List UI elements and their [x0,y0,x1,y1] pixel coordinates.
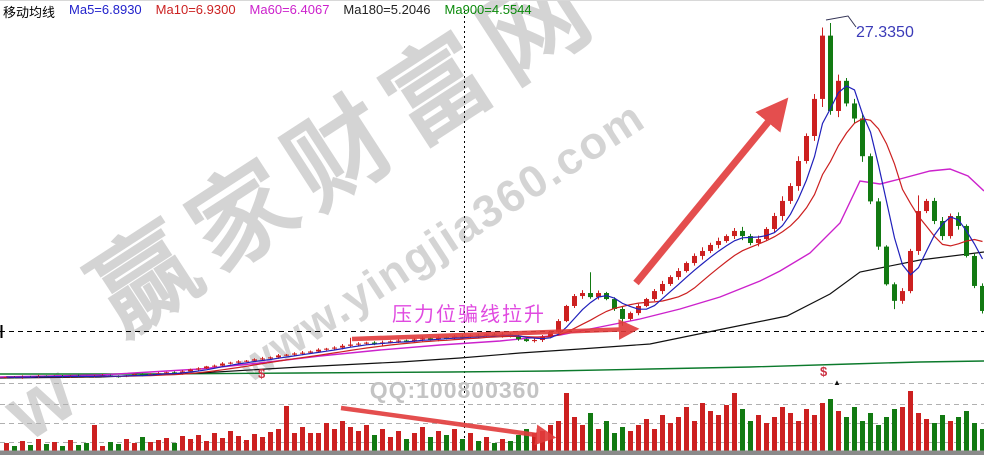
candles-layer [4,23,984,379]
ma180-value: Ma180=5.2046 [343,2,430,21]
crosshair[interactable] [0,11,984,451]
ma10-value: Ma10=6.9300 [156,2,236,21]
ma60-value: Ma60=6.4067 [250,2,330,21]
time-axis-strip [0,451,984,455]
ma-legend: 移动均线 Ma5=6.8930 Ma10=6.9300 Ma60=6.4067 … [3,2,532,21]
indicator-title: 移动均线 [3,2,55,21]
annotation-arrows [341,104,783,437]
ma-slow-layer [0,169,984,378]
ma5-value: Ma5=6.8930 [69,2,142,21]
ma900-value: Ma900=4.5544 [445,2,532,21]
volume-layer [4,391,984,451]
